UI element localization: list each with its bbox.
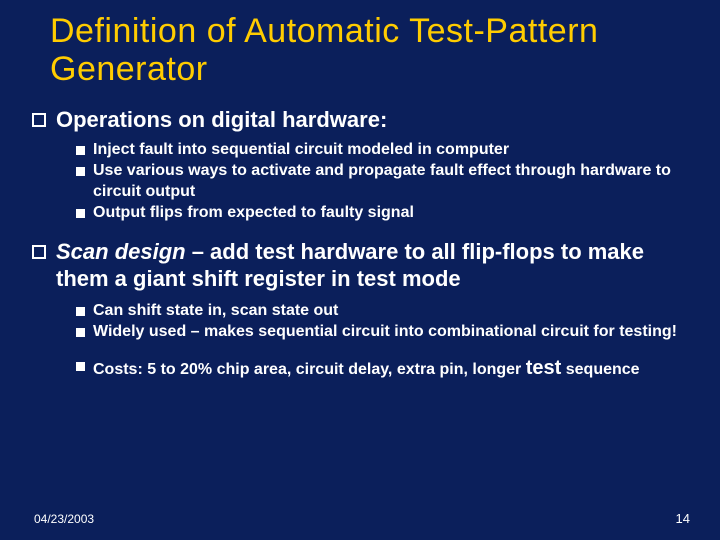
cost-pre: Costs: 5 to 20% chip area, circuit delay… xyxy=(93,361,526,378)
sub-text-2a: Can shift state in, scan state out xyxy=(93,301,338,321)
sub-item-2a: Can shift state in, scan state out xyxy=(76,301,692,321)
sub-text-1c: Output flips from expected to faulty sig… xyxy=(93,203,414,223)
scan-design-italic: Scan design xyxy=(56,239,186,264)
sub-item-2b: Widely used – makes sequential circuit i… xyxy=(76,322,692,342)
slide-title: Definition of Automatic Test-Pattern Gen… xyxy=(50,12,692,88)
footer-date: 04/23/2003 xyxy=(34,512,94,526)
sub-text-1b: Use various ways to activate and propaga… xyxy=(93,161,692,202)
footer-page-number: 14 xyxy=(676,511,690,526)
slide: Definition of Automatic Test-Pattern Gen… xyxy=(0,0,720,540)
cost-test-word: test xyxy=(526,357,562,379)
square-icon xyxy=(76,146,85,155)
main-bullet-1: Operations on digital hardware: xyxy=(32,106,692,134)
square-icon xyxy=(76,328,85,337)
sub-list-1: Inject fault into sequential circuit mod… xyxy=(76,140,692,224)
sub-item-1a: Inject fault into sequential circuit mod… xyxy=(76,140,692,160)
hollow-square-icon xyxy=(32,113,46,127)
square-icon xyxy=(76,209,85,218)
hollow-square-icon xyxy=(32,245,46,259)
sub-text-1a: Inject fault into sequential circuit mod… xyxy=(93,140,509,160)
sub-list-2: Can shift state in, scan state out Widel… xyxy=(76,301,692,383)
main-text-1: Operations on digital hardware: xyxy=(56,106,387,134)
main-bullet-2: Scan design – add test hardware to all f… xyxy=(32,238,692,293)
square-icon xyxy=(76,167,85,176)
square-icon xyxy=(76,307,85,316)
sub-text-2b: Widely used – makes sequential circuit i… xyxy=(93,322,677,342)
sub-item-1c: Output flips from expected to faulty sig… xyxy=(76,203,692,223)
sub-text-2c: Costs: 5 to 20% chip area, circuit delay… xyxy=(93,356,640,382)
square-icon xyxy=(76,362,85,371)
sub-item-1b: Use various ways to activate and propaga… xyxy=(76,161,692,202)
main-text-2: Scan design – add test hardware to all f… xyxy=(56,238,692,293)
sub-item-2c: Costs: 5 to 20% chip area, circuit delay… xyxy=(76,356,692,382)
cost-post: sequence xyxy=(561,361,639,378)
